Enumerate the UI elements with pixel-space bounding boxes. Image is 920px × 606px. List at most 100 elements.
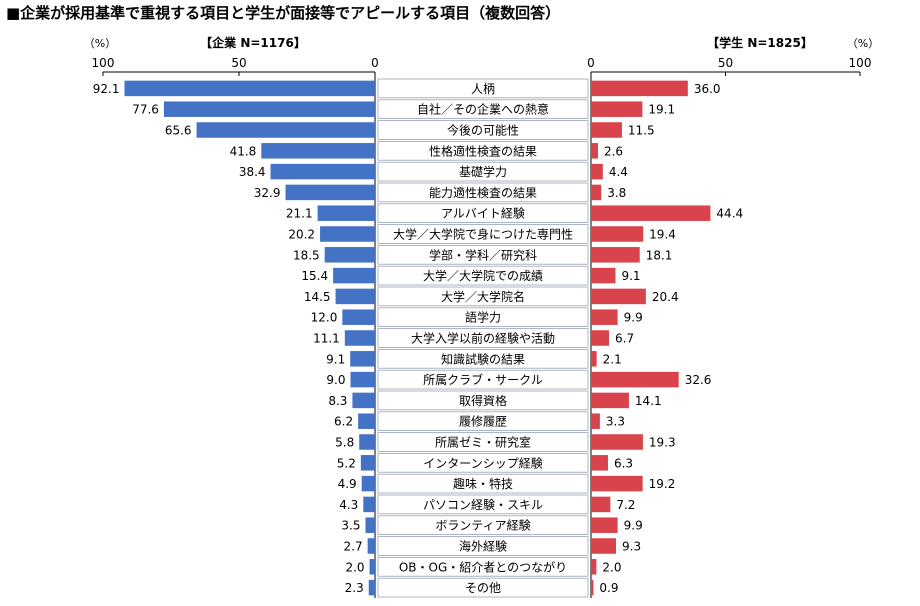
student-bar: [591, 267, 616, 284]
student-value-label: 2.1: [603, 352, 622, 366]
company-value-label: 12.0: [311, 311, 338, 325]
company-bar: [324, 247, 375, 263]
category-box: [377, 265, 589, 286]
category-label: 語学力: [465, 310, 501, 325]
category-label: 履修履歴: [459, 414, 507, 429]
student-value-label: 2.6: [604, 144, 623, 158]
student-value-label: 9.9: [624, 311, 643, 325]
company-value-label: 20.2: [288, 228, 315, 242]
student-bar: [591, 122, 622, 138]
left-tick-label: 0: [371, 56, 379, 70]
company-value-label: 4.3: [339, 498, 358, 512]
student-bar: [591, 517, 618, 533]
student-value-label: 19.3: [649, 436, 676, 450]
category-box: [377, 78, 589, 99]
company-value-label: 8.3: [328, 394, 347, 408]
category-label: 学部・学科／研究科: [429, 247, 537, 262]
student-bar: [591, 475, 643, 492]
company-bar: [342, 309, 375, 325]
student-value-label: 44.4: [716, 207, 743, 221]
student-bar: [591, 226, 644, 242]
category-label: 海外経験: [459, 539, 507, 554]
company-value-label: 38.4: [239, 165, 266, 179]
student-series-header: 【学生 N=1825】: [707, 35, 813, 50]
company-bar: [358, 413, 375, 429]
student-bar: [591, 80, 688, 97]
category-box: [377, 328, 589, 348]
company-bar: [352, 392, 375, 409]
category-label: アルバイト経験: [441, 206, 525, 221]
company-series-header: 【企業 N=1176】: [200, 35, 306, 50]
category-box: [377, 348, 589, 369]
company-bar: [335, 288, 375, 305]
company-bar: [344, 330, 375, 346]
student-bar: [591, 371, 679, 388]
student-value-label: 11.5: [628, 124, 655, 138]
company-value-label: 92.1: [93, 82, 120, 96]
company-bar: [196, 122, 375, 138]
category-box: [377, 411, 589, 431]
student-bar: [591, 101, 643, 117]
company-bar: [261, 143, 375, 159]
company-bar: [320, 226, 375, 242]
company-value-label: 41.8: [230, 144, 257, 158]
student-value-label: 19.4: [649, 228, 676, 242]
category-label: 大学／大学院名: [441, 289, 525, 304]
student-value-label: 0.9: [599, 581, 618, 595]
category-box: [377, 244, 589, 265]
company-bar: [350, 371, 375, 388]
category-box: [377, 577, 589, 598]
category-box: [377, 224, 589, 244]
company-bar: [270, 163, 375, 180]
company-value-label: 15.4: [301, 269, 328, 283]
company-value-label: 14.5: [304, 290, 331, 304]
category-box: [377, 390, 589, 411]
category-label: 知識試験の結果: [441, 351, 525, 366]
student-bar: [591, 247, 640, 263]
student-bar: [591, 309, 618, 325]
student-value-label: 9.1: [621, 269, 640, 283]
category-box: [377, 369, 589, 390]
company-bar: [285, 184, 375, 201]
category-label: 自社／その企業への熱意: [417, 102, 549, 117]
company-bar: [359, 434, 375, 450]
company-value-label: 5.8: [335, 436, 354, 450]
category-label: 性格適性検査の結果: [429, 143, 537, 158]
student-value-label: 18.1: [646, 248, 673, 262]
category-label: 大学入学以前の経験や活動: [411, 331, 555, 346]
company-value-label: 21.1: [286, 207, 313, 221]
student-bar: [591, 413, 600, 429]
category-label: OB・OG・紹介者とのつながり: [399, 559, 567, 574]
category-box: [377, 203, 589, 224]
category-box: [377, 515, 589, 535]
company-value-label: 6.2: [334, 415, 353, 429]
student-value-label: 36.0: [694, 82, 721, 96]
company-bar: [317, 205, 375, 221]
category-label: 所属クラブ・サークル: [423, 372, 543, 387]
student-value-label: 7.2: [616, 498, 635, 512]
student-value-label: 4.4: [609, 165, 628, 179]
student-bar: [591, 579, 594, 596]
company-value-label: 2.7: [344, 540, 363, 554]
student-value-label: 6.3: [614, 456, 633, 470]
student-value-label: 3.3: [606, 415, 625, 429]
student-value-label: 6.7: [615, 332, 634, 346]
company-value-label: 2.3: [345, 581, 364, 595]
company-value-label: 2.0: [345, 560, 364, 574]
student-value-label: 19.2: [649, 477, 676, 491]
category-box: [377, 432, 589, 452]
student-bar: [591, 392, 629, 409]
company-bar: [363, 496, 375, 513]
student-bar: [591, 538, 617, 554]
category-label: 人柄: [471, 82, 495, 96]
category-label: インターンシップ経験: [423, 455, 542, 470]
student-bar: [591, 288, 646, 305]
category-label: パソコン経験・スキル: [423, 497, 543, 512]
company-bar: [365, 517, 375, 533]
company-bar: [350, 351, 375, 367]
company-value-label: 9.0: [326, 373, 345, 387]
company-value-label: 65.6: [165, 124, 192, 138]
student-bar: [591, 205, 711, 221]
company-value-label: 77.6: [132, 103, 159, 117]
